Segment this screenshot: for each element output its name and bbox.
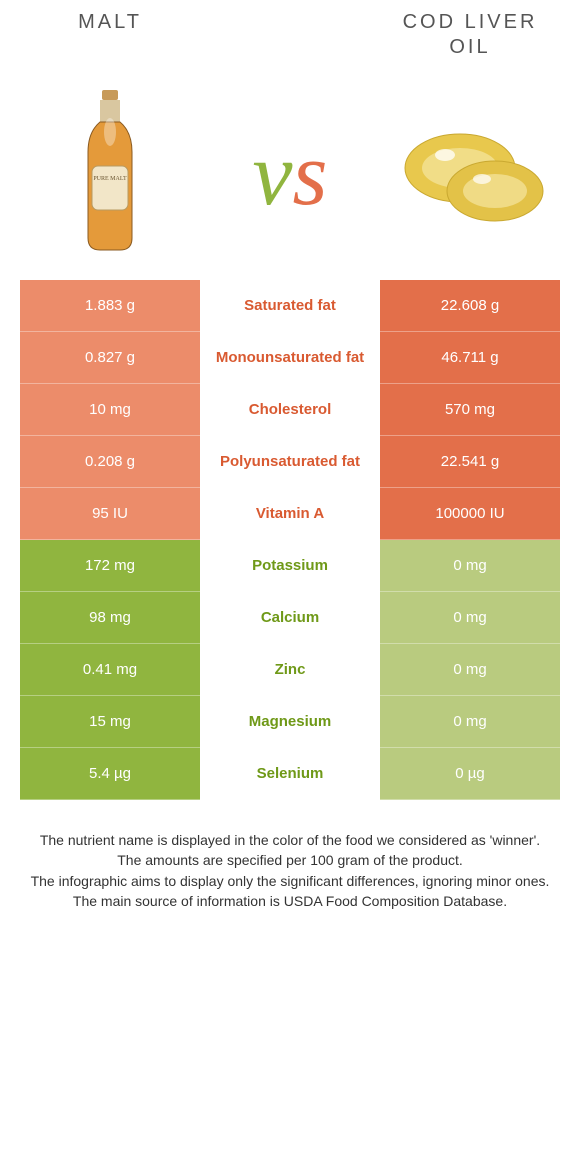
capsule-icon: [390, 113, 550, 233]
right-value: 0 mg: [380, 540, 560, 592]
table-row: 0.827 gMonounsaturated fat46.711 g: [20, 332, 560, 384]
left-title: Malt: [20, 10, 200, 35]
table-row: 95 IUVitamin A100000 IU: [20, 488, 560, 540]
table-row: 1.883 gSaturated fat22.608 g: [20, 280, 560, 332]
nutrient-label: Cholesterol: [200, 384, 380, 436]
vs-s: s: [292, 125, 327, 224]
table-row: 5.4 µgSelenium0 µg: [20, 748, 560, 800]
right-value: 0 mg: [380, 696, 560, 748]
table-row: 10 mgCholesterol570 mg: [20, 384, 560, 436]
table-row: 0.208 gPolyunsaturated fat22.541 g: [20, 436, 560, 488]
malt-bottle-icon: PURE MALT: [70, 88, 150, 258]
header-row: Malt Cod Liver Oil: [0, 0, 580, 80]
left-value: 15 mg: [20, 696, 200, 748]
footnote-3: The infographic aims to display only the…: [30, 871, 550, 891]
table-row: 98 mgCalcium0 mg: [20, 592, 560, 644]
left-value: 0.41 mg: [20, 644, 200, 696]
footnotes: The nutrient name is displayed in the co…: [30, 830, 550, 911]
right-image: [380, 113, 560, 238]
left-image: PURE MALT: [20, 88, 200, 263]
vs-v: v: [253, 125, 293, 224]
table-row: 172 mgPotassium0 mg: [20, 540, 560, 592]
left-value: 0.208 g: [20, 436, 200, 488]
left-value: 0.827 g: [20, 332, 200, 384]
nutrient-label: Calcium: [200, 592, 380, 644]
right-value: 570 mg: [380, 384, 560, 436]
footnote-2: The amounts are specified per 100 gram o…: [30, 850, 550, 870]
table-row: 15 mgMagnesium0 mg: [20, 696, 560, 748]
right-value: 0 mg: [380, 644, 560, 696]
left-value: 98 mg: [20, 592, 200, 644]
nutrient-label: Vitamin A: [200, 488, 380, 540]
right-title-wrap: Cod Liver Oil: [380, 10, 560, 60]
left-value: 10 mg: [20, 384, 200, 436]
left-value: 95 IU: [20, 488, 200, 540]
left-title-wrap: Malt: [20, 10, 200, 35]
comparison-table: 1.883 gSaturated fat22.608 g0.827 gMonou…: [20, 280, 560, 800]
nutrient-label: Saturated fat: [200, 280, 380, 332]
right-value: 100000 IU: [380, 488, 560, 540]
right-value: 0 mg: [380, 592, 560, 644]
nutrient-label: Potassium: [200, 540, 380, 592]
nutrient-label: Magnesium: [200, 696, 380, 748]
vs-label: vs: [200, 130, 380, 220]
left-value: 172 mg: [20, 540, 200, 592]
footnote-4: The main source of information is USDA F…: [30, 891, 550, 911]
right-title: Cod Liver Oil: [380, 10, 560, 60]
table-row: 0.41 mgZinc0 mg: [20, 644, 560, 696]
nutrient-label: Monounsaturated fat: [200, 332, 380, 384]
left-value: 1.883 g: [20, 280, 200, 332]
right-value: 22.541 g: [380, 436, 560, 488]
right-value: 22.608 g: [380, 280, 560, 332]
svg-text:PURE MALT: PURE MALT: [93, 176, 127, 182]
left-value: 5.4 µg: [20, 748, 200, 800]
right-value: 46.711 g: [380, 332, 560, 384]
images-row: PURE MALT vs: [0, 80, 580, 280]
nutrient-label: Polyunsaturated fat: [200, 436, 380, 488]
nutrient-label: Selenium: [200, 748, 380, 800]
footnote-1: The nutrient name is displayed in the co…: [30, 830, 550, 850]
right-value: 0 µg: [380, 748, 560, 800]
nutrient-label: Zinc: [200, 644, 380, 696]
